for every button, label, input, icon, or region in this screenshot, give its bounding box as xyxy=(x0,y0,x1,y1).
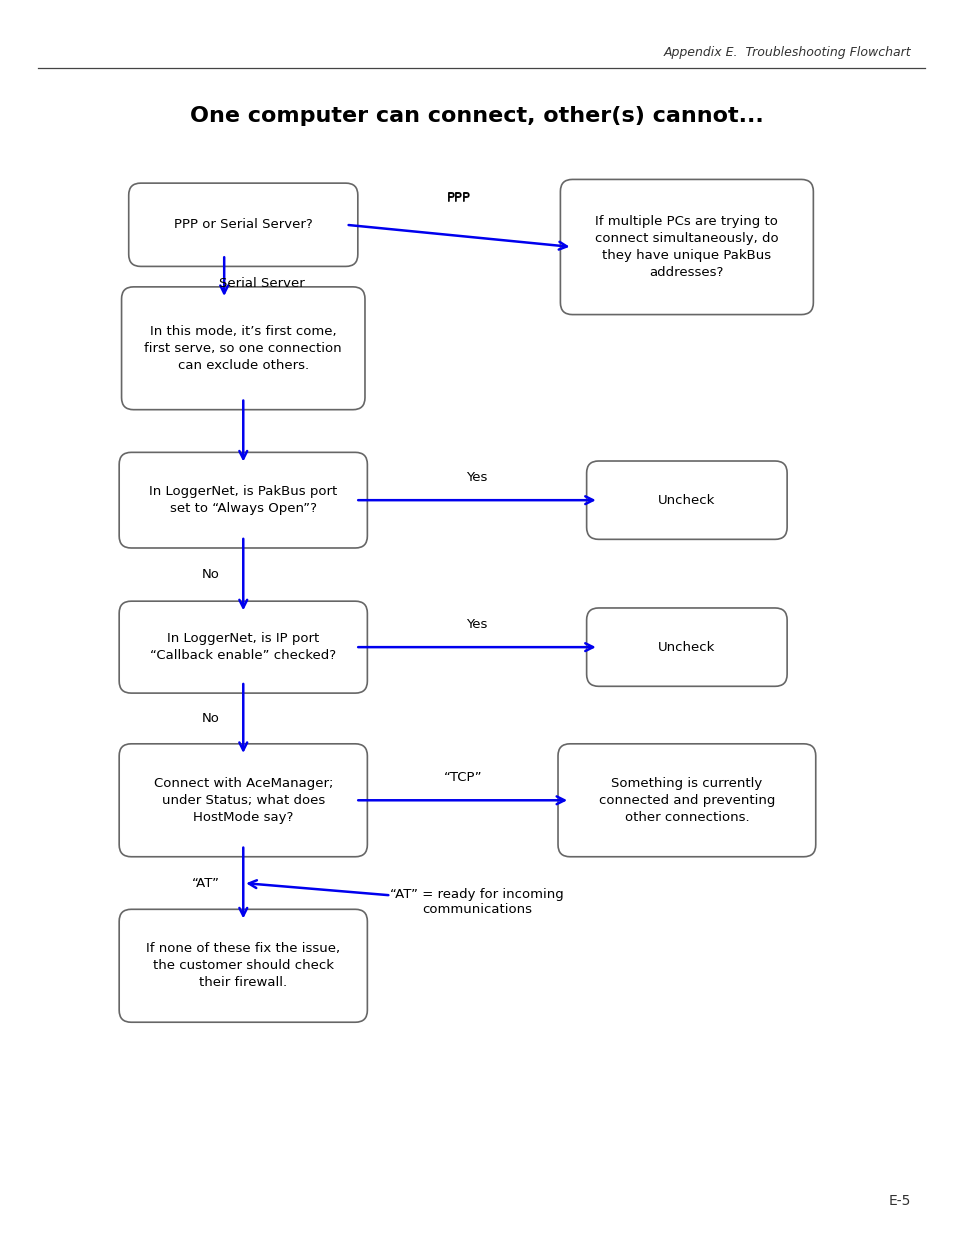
FancyBboxPatch shape xyxy=(119,743,367,857)
FancyBboxPatch shape xyxy=(558,743,815,857)
Text: Yes: Yes xyxy=(466,471,487,484)
Text: Yes: Yes xyxy=(466,618,487,631)
FancyBboxPatch shape xyxy=(586,608,786,687)
FancyBboxPatch shape xyxy=(119,452,367,548)
Text: E-5: E-5 xyxy=(888,1194,910,1208)
Text: Appendix E.  Troubleshooting Flowchart: Appendix E. Troubleshooting Flowchart xyxy=(662,46,910,59)
Text: Serial Server: Serial Server xyxy=(219,277,305,290)
Text: PPP: PPP xyxy=(447,191,471,205)
FancyBboxPatch shape xyxy=(119,601,367,693)
Text: Uncheck: Uncheck xyxy=(658,494,715,506)
Text: “TCP”: “TCP” xyxy=(443,771,481,784)
Text: If none of these fix the issue,
the customer should check
their firewall.: If none of these fix the issue, the cust… xyxy=(146,942,340,989)
FancyBboxPatch shape xyxy=(586,461,786,540)
Text: In LoggerNet, is PakBus port
set to “Always Open”?: In LoggerNet, is PakBus port set to “Alw… xyxy=(149,485,337,515)
Text: PPP or Serial Server?: PPP or Serial Server? xyxy=(173,219,313,231)
Text: PPP: PPP xyxy=(447,190,471,204)
FancyBboxPatch shape xyxy=(129,183,357,267)
Text: “AT”: “AT” xyxy=(192,877,219,889)
Text: No: No xyxy=(201,568,219,582)
FancyBboxPatch shape xyxy=(559,179,813,315)
Text: Connect with AceManager;
under Status; what does
HostMode say?: Connect with AceManager; under Status; w… xyxy=(153,777,333,824)
Text: If multiple PCs are trying to
connect simultaneously, do
they have unique PakBus: If multiple PCs are trying to connect si… xyxy=(595,215,778,279)
Text: One computer can connect, other(s) cannot...: One computer can connect, other(s) canno… xyxy=(190,106,763,126)
Text: Uncheck: Uncheck xyxy=(658,641,715,653)
Text: Something is currently
connected and preventing
other connections.: Something is currently connected and pre… xyxy=(598,777,774,824)
Text: No: No xyxy=(201,711,219,725)
Text: “AT” = ready for incoming
communications: “AT” = ready for incoming communications xyxy=(390,888,563,915)
FancyBboxPatch shape xyxy=(121,287,365,410)
FancyBboxPatch shape xyxy=(119,909,367,1023)
Text: In this mode, it’s first come,
first serve, so one connection
can exclude others: In this mode, it’s first come, first ser… xyxy=(144,325,342,372)
Text: In LoggerNet, is IP port
“Callback enable” checked?: In LoggerNet, is IP port “Callback enabl… xyxy=(150,632,336,662)
